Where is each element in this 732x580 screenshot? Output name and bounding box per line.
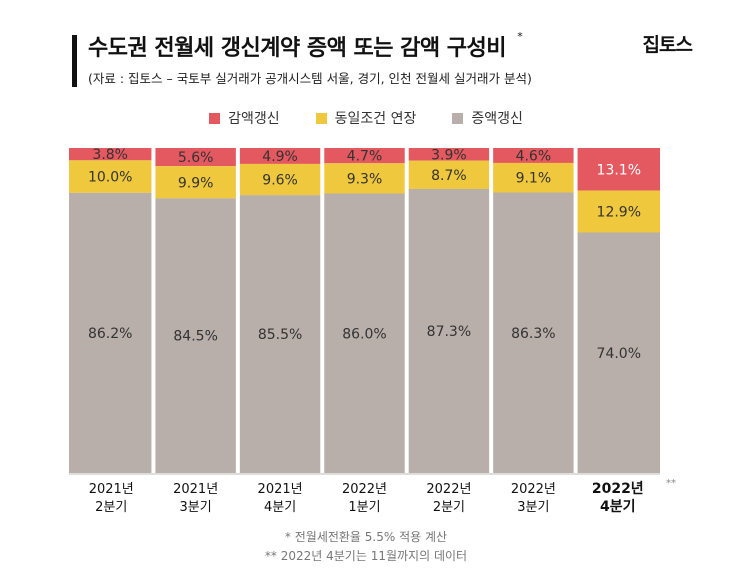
value-label-same: 10.0% [88, 170, 132, 186]
x-tick-label: 2022년 [511, 482, 556, 497]
bar-segment-same [324, 163, 405, 194]
bar-segment-increase [239, 195, 321, 473]
value-label-decrease: 5.6% [178, 150, 214, 166]
bar-segment-same [408, 160, 490, 189]
value-label-decrease: 4.9% [262, 149, 298, 165]
bar-segment-increase [408, 188, 490, 473]
x-tick-label: 2022년 [342, 482, 387, 497]
bar-segment-decrease [155, 148, 236, 167]
legend-label-same: 동일조건 연장 [334, 111, 417, 127]
bar-segment-same [577, 190, 660, 233]
footnote-2: ** 2022년 4분기는 11월까지의 데이터 [264, 549, 468, 563]
legend-swatch-same [315, 112, 327, 124]
bar-segment-decrease [408, 148, 490, 161]
title-accent-bar [72, 35, 77, 87]
x-tick-label: 4분기 [264, 500, 296, 515]
bar-segment-decrease [239, 148, 321, 164]
bar-segment-increase [155, 198, 236, 473]
legend-item-increase: 증액갱신 [452, 108, 523, 128]
value-label-same: 12.9% [597, 205, 641, 221]
x-tick-label: 3분기 [180, 500, 212, 515]
x-tick-label: 2분기 [95, 500, 127, 515]
x-tick-mark: ** [666, 478, 676, 489]
legend-swatch-decrease [209, 112, 221, 124]
value-label-increase: 84.5% [173, 329, 217, 345]
value-label-same: 9.3% [347, 171, 383, 187]
x-tick-label: 2022년 [592, 481, 644, 497]
chart-title-mark: * [517, 30, 523, 43]
x-tick-label: 4분기 [600, 499, 636, 515]
bar-segment-increase [324, 193, 405, 473]
x-tick-label: 2021년 [89, 482, 134, 497]
value-label-same: 9.9% [178, 175, 214, 191]
bar-segment-decrease [69, 148, 152, 161]
value-label-increase: 87.3% [427, 324, 471, 340]
value-label-decrease: 4.6% [516, 148, 552, 164]
value-label-same: 8.7% [431, 168, 467, 184]
bar-segment-decrease [577, 148, 660, 191]
bar-segment-same [69, 160, 152, 193]
value-label-same: 9.1% [516, 171, 552, 187]
x-tick-label: 1분기 [348, 500, 380, 515]
bar-segment-increase [69, 192, 152, 473]
brand-logo: 집토스 [642, 34, 693, 56]
bar-segment-decrease [493, 148, 574, 163]
value-label-increase: 86.2% [88, 326, 132, 342]
chart-subtitle: (자료 : 집토스 – 국토부 실거래가 공개시스템 서울, 경기, 인천 전월… [88, 71, 532, 86]
footnote-1: * 전월세전환율 5.5% 적용 계산 [284, 530, 448, 544]
legend-swatch-increase [452, 112, 464, 124]
bar-segment-increase [493, 192, 574, 473]
value-label-decrease: 3.9% [431, 147, 467, 163]
bar-segment-same [239, 163, 321, 196]
x-tick-label: 2022년 [426, 482, 471, 497]
x-tick-label: 3분기 [517, 500, 549, 515]
x-tick-label: 2021년 [173, 482, 218, 497]
value-label-same: 9.6% [262, 173, 298, 189]
value-label-increase: 74.0% [597, 346, 641, 362]
legend: 감액갱신 동일조건 연장 증액갱신 [0, 108, 732, 128]
bar-segment-decrease [324, 148, 405, 164]
value-label-increase: 86.3% [511, 326, 555, 342]
legend-item-same: 동일조건 연장 [315, 108, 417, 128]
legend-item-decrease: 감액갱신 [209, 108, 280, 128]
bar-segment-increase [577, 232, 660, 473]
legend-label-increase: 증액갱신 [471, 111, 523, 127]
bar-segment-same [155, 166, 236, 199]
chart-title: 수도권 전월세 갱신계약 증액 또는 감액 구성비 * [88, 30, 523, 62]
legend-label-decrease: 감액갱신 [228, 111, 280, 127]
value-label-decrease: 13.1% [597, 162, 641, 178]
value-label-increase: 86.0% [342, 326, 386, 342]
value-label-decrease: 3.8% [92, 147, 128, 163]
value-label-increase: 85.5% [258, 327, 302, 343]
x-tick-label: 2021년 [258, 482, 303, 497]
bar-segment-same [493, 162, 574, 193]
x-tick-label: 2분기 [433, 500, 465, 515]
value-label-decrease: 4.7% [347, 149, 383, 165]
footnotes: * 전월세전환율 5.5% 적용 계산 ** 2022년 4분기는 11월까지의… [0, 528, 732, 566]
chart-title-text: 수도권 전월세 갱신계약 증액 또는 감액 구성비 [88, 36, 507, 61]
